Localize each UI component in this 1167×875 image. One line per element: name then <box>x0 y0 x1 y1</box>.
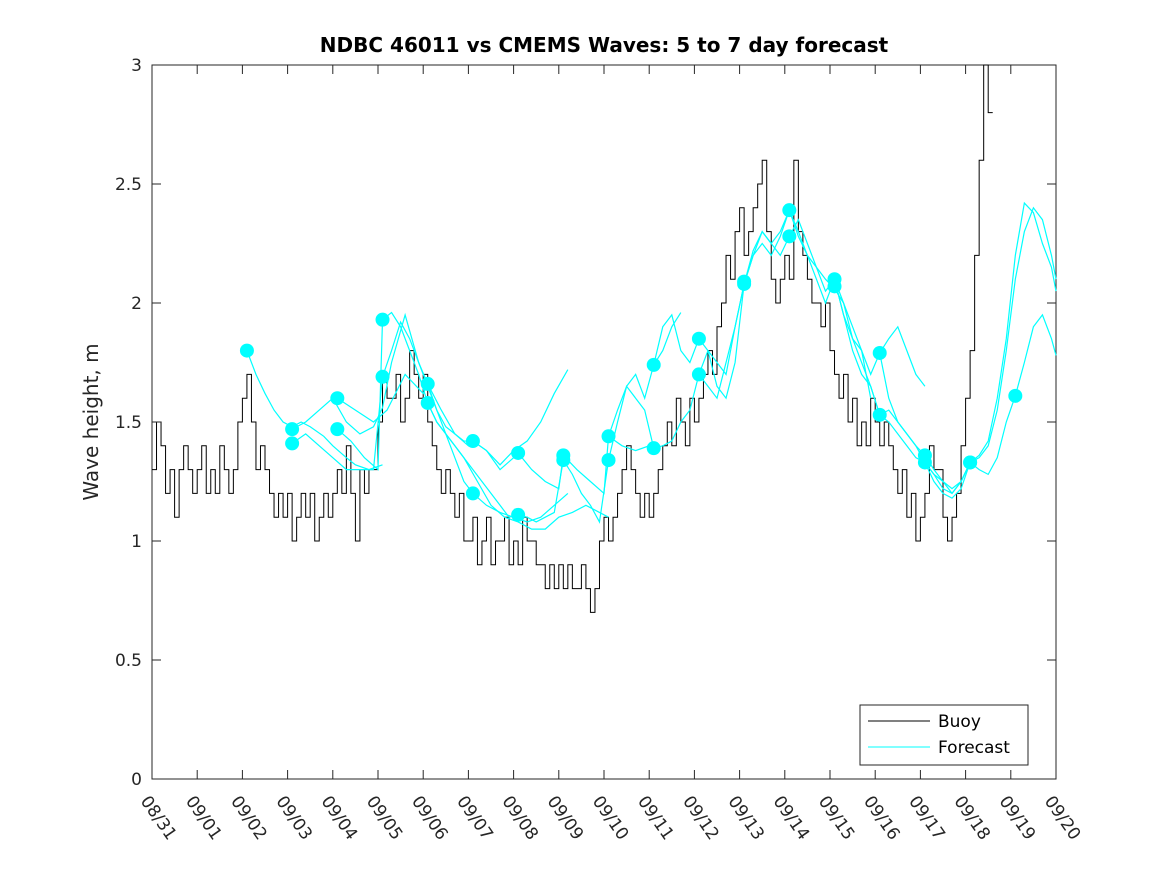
forecast-marker <box>601 429 616 444</box>
y-tick-label: 2.5 <box>115 175 142 195</box>
legend: Buoy Forecast <box>859 704 1029 766</box>
forecast-line-1 <box>246 350 383 471</box>
y-axis-label: Wave height, m <box>79 343 103 500</box>
forecast-marker <box>782 203 797 218</box>
y-tick-label: 0.5 <box>115 651 142 671</box>
forecast-marker <box>872 345 887 360</box>
legend-box <box>859 704 1029 766</box>
forecast-line-6 <box>427 312 682 524</box>
forecast-marker <box>646 441 661 456</box>
forecast-marker <box>420 376 435 391</box>
forecast-marker <box>511 507 526 522</box>
forecast-marker <box>646 357 661 372</box>
plot-area <box>151 64 1057 780</box>
forecast-marker <box>465 434 480 449</box>
forecast-marker <box>782 229 797 244</box>
axes-box <box>151 64 1057 780</box>
forecast-marker <box>375 312 390 327</box>
forecast-marker <box>691 367 706 382</box>
forecast-marker <box>917 455 932 470</box>
forecast-marker <box>420 395 435 410</box>
forecast-marker <box>330 391 345 406</box>
forecast-marker <box>239 343 254 358</box>
forecast-marker <box>691 331 706 346</box>
y-tick-label: 1 <box>131 532 142 552</box>
forecast-marker <box>827 279 842 294</box>
forecast-marker <box>465 486 480 501</box>
buoy-line <box>152 64 993 613</box>
forecast-marker <box>375 369 390 384</box>
y-tick-label: 0 <box>131 770 142 790</box>
y-tick-label: 3 <box>131 56 142 76</box>
forecast-marker <box>511 445 526 460</box>
y-axis: 0 0.5 1 1.5 2 2.5 3 <box>115 56 1056 790</box>
forecast-markers <box>239 203 1023 522</box>
y-tick-label: 1.5 <box>115 413 142 433</box>
chart-title: NDBC 46011 vs CMEMS Waves: 5 to 7 day fo… <box>320 33 889 57</box>
forecast-line-12 <box>924 313 1057 495</box>
forecast-marker <box>872 407 887 422</box>
forecast-marker <box>556 453 571 468</box>
legend-buoy-label: Buoy <box>938 712 981 732</box>
forecast-marker <box>330 422 345 437</box>
forecast-marker <box>285 436 300 451</box>
forecast-marker <box>285 422 300 437</box>
buoy-series <box>152 64 993 613</box>
forecast-marker <box>1008 388 1023 403</box>
forecast-marker <box>737 276 752 291</box>
y-tick-label: 2 <box>131 294 142 314</box>
forecast-marker <box>963 455 978 470</box>
forecast-line-10 <box>833 206 1057 495</box>
forecast-marker <box>601 453 616 468</box>
legend-forecast-label: Forecast <box>938 738 1010 758</box>
